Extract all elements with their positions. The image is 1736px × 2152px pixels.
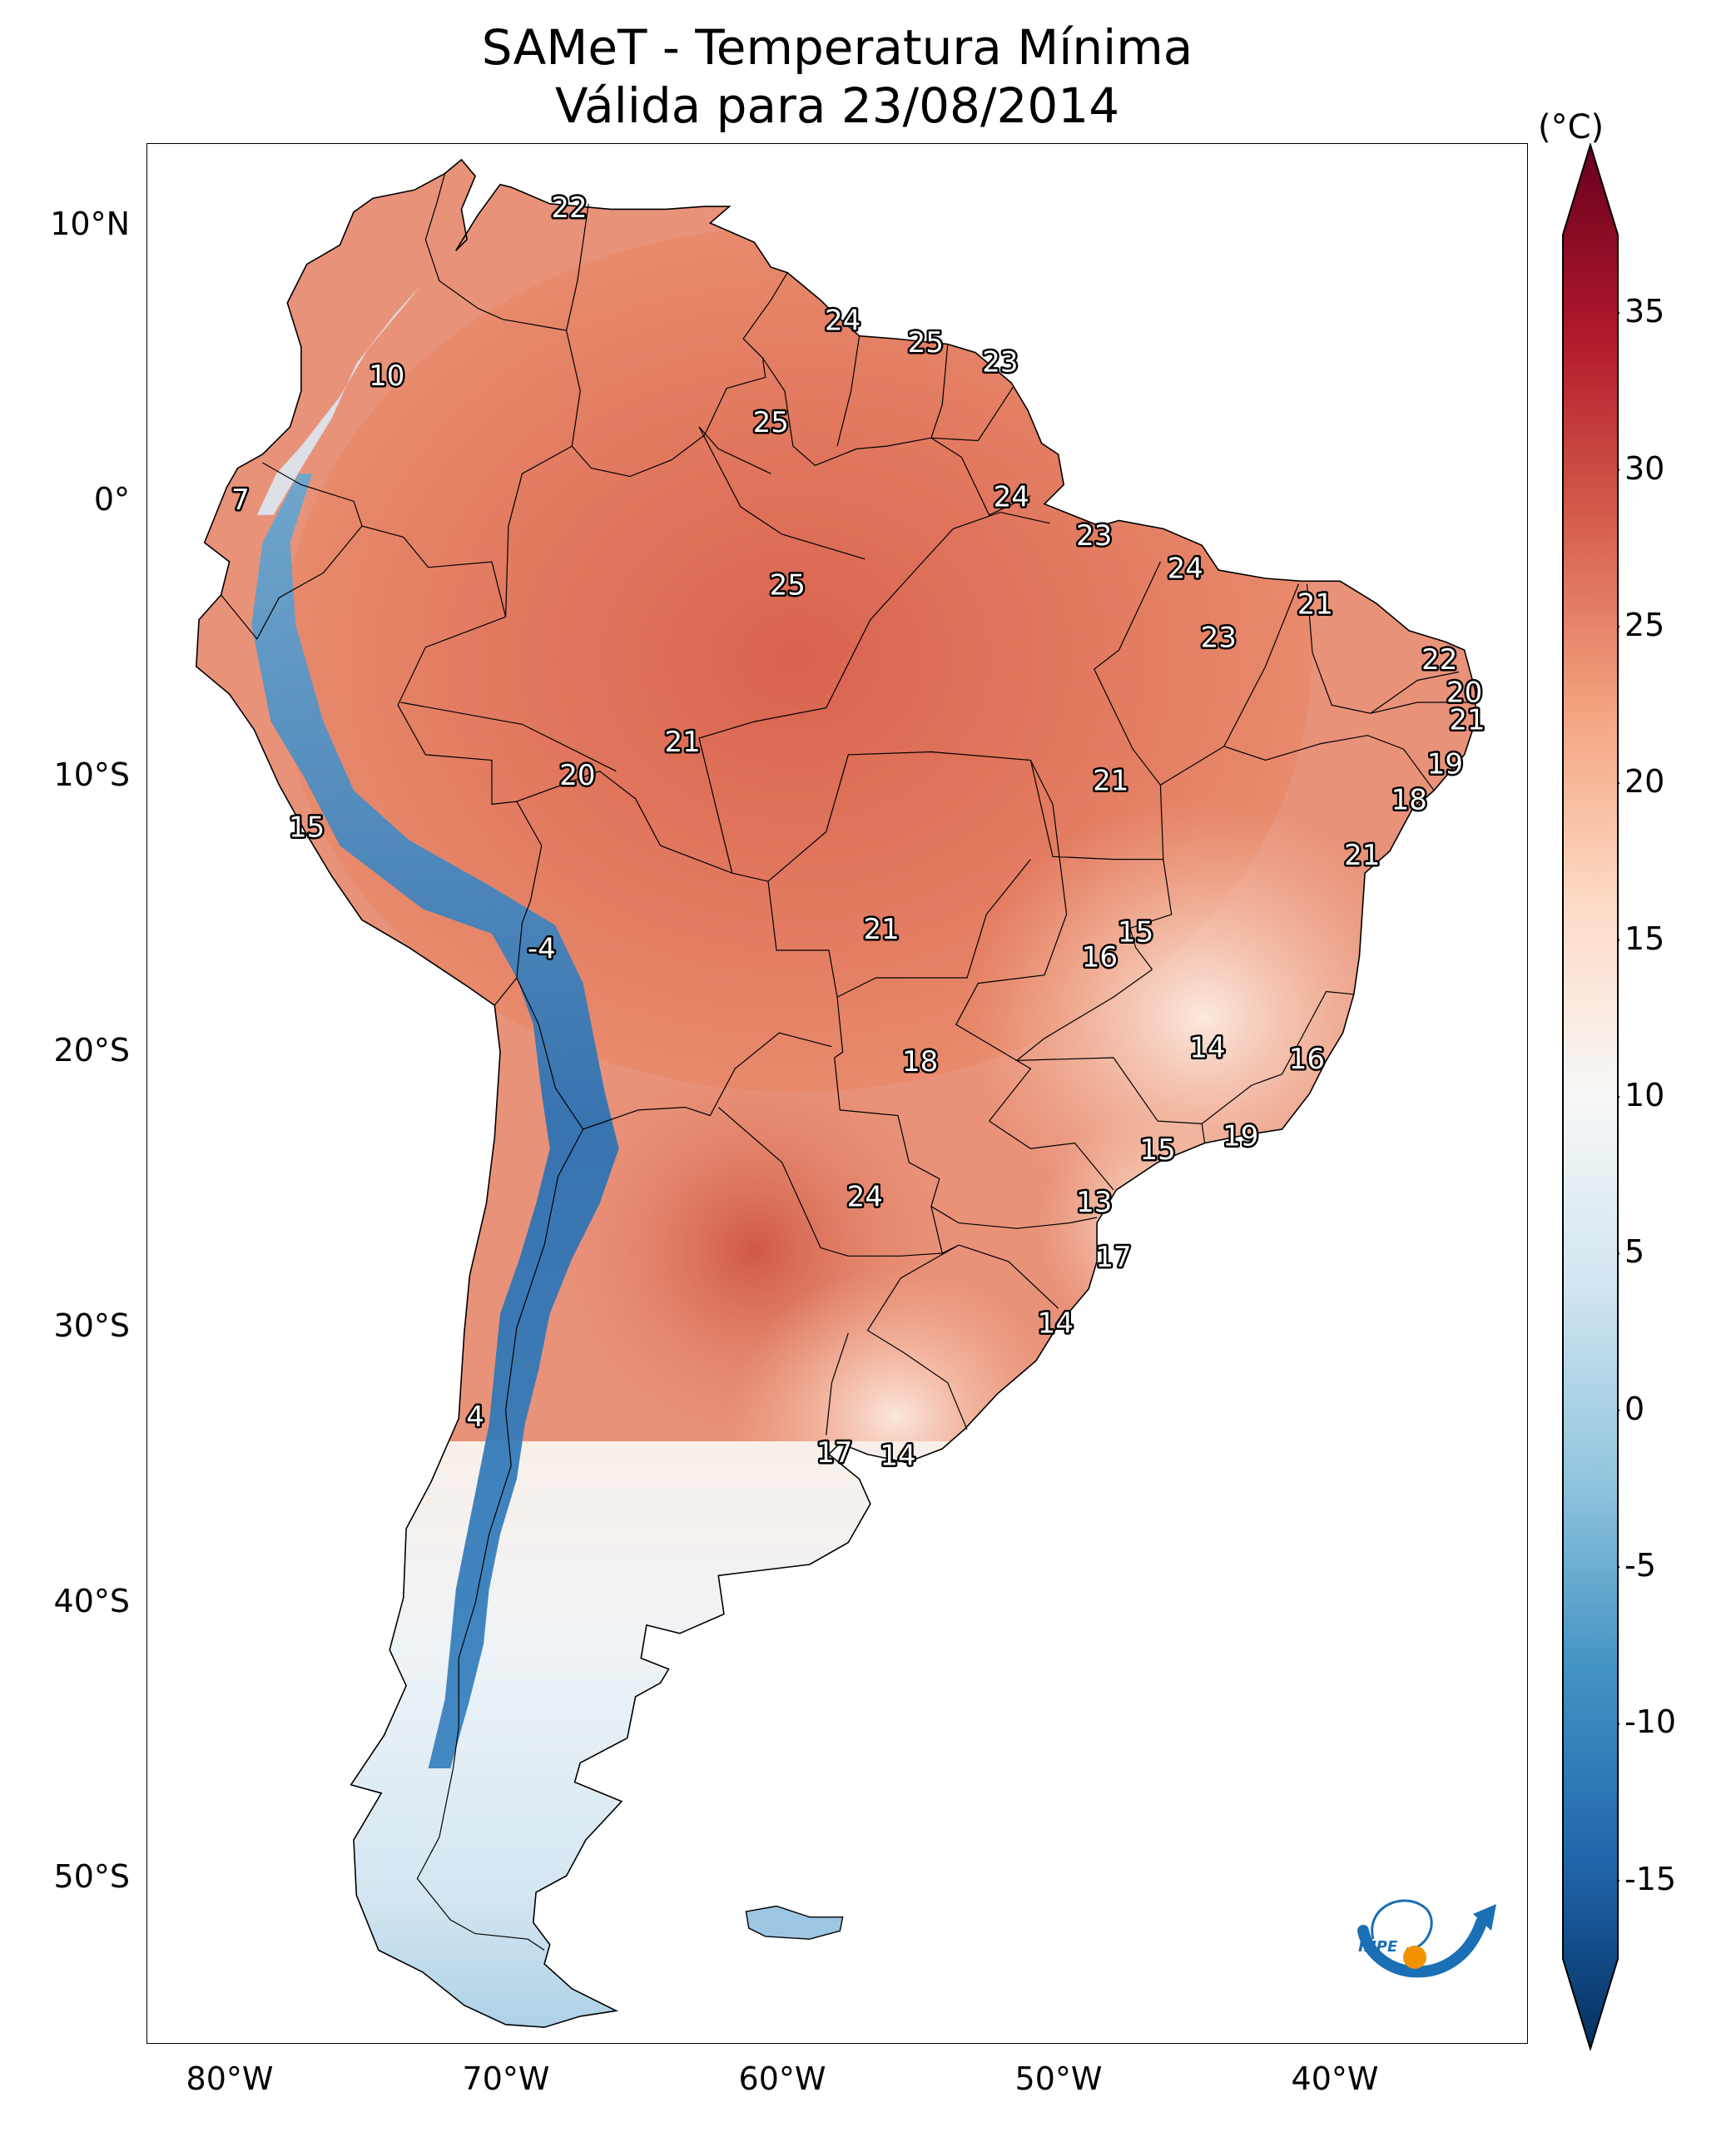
temperature-label: 23	[1076, 519, 1112, 553]
temperature-label: 24	[847, 1180, 883, 1213]
temperature-label: 17	[1095, 1241, 1131, 1274]
temperature-label: 16	[1289, 1043, 1325, 1076]
temperature-label: 15	[289, 811, 325, 845]
latitude-tick-label: 10°N	[50, 206, 130, 242]
temperature-label: 22	[1421, 643, 1457, 677]
temperature-label: 14	[880, 1439, 915, 1472]
temperature-label: 10	[369, 359, 404, 393]
temperature-label: 18	[902, 1045, 938, 1078]
coastline	[195, 158, 1476, 2028]
temperature-label: 4	[466, 1401, 484, 1434]
colorbar-tick-label: 5	[1624, 1233, 1645, 1270]
temperature-label: 25	[753, 406, 789, 439]
latitude-tick-label: 50°S	[53, 1858, 130, 1895]
temperature-label: 22	[551, 191, 587, 225]
map-subtitle: Válida para 23/08/2014	[554, 77, 1120, 134]
map-title: SAMeT - Temperatura Mínima	[481, 19, 1193, 76]
temperature-label: 19	[1223, 1120, 1258, 1153]
temperature-label: 20	[559, 759, 595, 792]
temperature-label: 21	[1297, 588, 1333, 622]
svg-text:INPE: INPE	[1358, 1938, 1398, 1956]
inpe-logo: INPE	[1357, 1899, 1496, 1978]
temperature-label: 19	[1427, 748, 1463, 781]
temperature-label: 24	[994, 481, 1029, 514]
political-borders	[221, 173, 1473, 1951]
longitude-tick-label: 80°W	[186, 2060, 274, 2097]
temperature-label: 23	[982, 345, 1018, 379]
temperature-label: 25	[908, 326, 944, 359]
temperature-label: 20	[1446, 677, 1482, 710]
temperature-label: 23	[1201, 621, 1237, 654]
temperature-label: -4	[528, 932, 556, 965]
longitude-tick-label: 70°W	[462, 2060, 550, 2097]
temperature-label: 15	[1118, 916, 1153, 950]
temperature-label: 21	[863, 913, 899, 946]
colorbar	[1562, 143, 1619, 2050]
colorbar-tick-label: 25	[1624, 607, 1665, 643]
temperature-label: 14	[1189, 1032, 1225, 1065]
colorbar-unit: (°C)	[1538, 108, 1605, 146]
colorbar-tick-label: 20	[1624, 763, 1665, 800]
colorbar-tick-label: -15	[1624, 1861, 1677, 1897]
colorbar-tick-label: 30	[1624, 450, 1665, 487]
falkland-islands	[745, 1905, 844, 1940]
temperature-label: 25	[770, 568, 806, 602]
latitude-tick-label: 40°S	[53, 1583, 130, 1619]
temperature-label: 17	[816, 1436, 852, 1470]
longitude-tick-label: 40°W	[1291, 2060, 1379, 2097]
colorbar-tick-label: 0	[1624, 1391, 1645, 1427]
longitude-tick-label: 50°W	[1014, 2060, 1103, 2097]
temperature-label: 21	[1449, 704, 1485, 737]
colorbar-tick-label: -10	[1624, 1703, 1677, 1740]
latitude-tick-label: 30°S	[53, 1307, 130, 1344]
temperature-label: 18	[1391, 784, 1427, 817]
temperature-label: 13	[1076, 1186, 1112, 1219]
colorbar-tick-label: 15	[1624, 920, 1665, 957]
temperature-label: 14	[1038, 1307, 1074, 1341]
latitude-tick-label: 0°	[93, 481, 130, 518]
temperature-label: 16	[1082, 940, 1118, 974]
colorbar-tick-label: 10	[1624, 1077, 1665, 1113]
latitude-tick-label: 20°S	[53, 1032, 130, 1069]
temperature-label: 24	[825, 305, 861, 338]
colorbar-tick-label: 35	[1624, 293, 1665, 330]
temperature-label: 7	[231, 483, 250, 517]
temperature-label: 24	[1168, 553, 1203, 586]
colorbar-tick-label: -5	[1624, 1547, 1656, 1584]
temperature-label: 21	[1093, 765, 1128, 798]
temperature-label: 21	[664, 726, 700, 759]
temperature-label: 21	[1344, 839, 1380, 872]
temperature-label: 15	[1139, 1133, 1175, 1167]
longitude-tick-label: 60°W	[738, 2060, 826, 2097]
latitude-tick-label: 10°S	[53, 756, 130, 793]
